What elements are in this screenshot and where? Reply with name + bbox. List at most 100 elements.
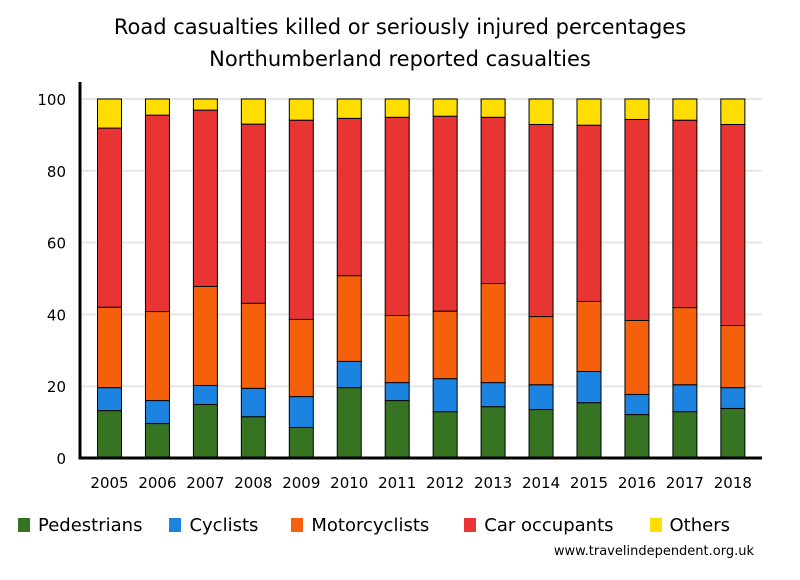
bar-segment-cyclists [384, 382, 410, 402]
x-tick-label: 2015 [570, 474, 608, 492]
bar-segment-cyclists [432, 378, 458, 413]
bar-segment-motorcyclists [240, 302, 266, 389]
chart-title: Road casualties killed or seriously inju… [113, 15, 687, 39]
legend-label: Others [669, 514, 731, 536]
bar-segment-motorcyclists [624, 320, 650, 395]
bar-segment-cyclists [144, 400, 170, 425]
legend-item: Cyclists [169, 515, 258, 536]
bar-segment-cyclists [336, 360, 362, 389]
bar-segment-motorcyclists [480, 283, 506, 384]
bar-segment-pedestrians [336, 387, 362, 459]
bar-segment-pedestrians [192, 404, 218, 459]
bar-segment-car-occupants [720, 123, 746, 327]
bar-segment-pedestrians [432, 411, 458, 459]
bar-segment-others [576, 98, 602, 126]
bar-segment-pedestrians [528, 409, 554, 459]
bar-segment-motorcyclists [432, 310, 458, 380]
bar-segment-motorcyclists [144, 311, 170, 402]
bar-segment-motorcyclists [336, 275, 362, 362]
x-tick-label: 2014 [522, 474, 560, 492]
legend-swatch [291, 518, 304, 532]
x-tick-label: 2010 [330, 474, 368, 492]
bar-segment-others [288, 98, 314, 121]
bar-segment-cyclists [480, 382, 506, 408]
x-tick-label: 2016 [618, 474, 656, 492]
bar-segment-others [336, 98, 362, 119]
bar-segment-others [624, 98, 650, 120]
bar-segment-motorcyclists [384, 314, 410, 384]
x-tick-label: 2011 [378, 474, 416, 492]
legend-item: Car occupants [464, 514, 614, 536]
x-tick-label: 2009 [282, 474, 320, 492]
chart-legend: Pedestrians Cyclists Motorcyclists Car occu… [18, 511, 730, 539]
bar-segment-car-occupants [288, 119, 314, 320]
bar-segment-car-occupants [384, 116, 410, 316]
chart-plot: 2005 2006 2007 2008 2009 2010 2011 2012 2013 2014… [37, 82, 762, 492]
legend-item: Pedestrians [18, 515, 142, 536]
bar-segment-others [144, 98, 170, 116]
bar-segment-pedestrians [384, 400, 410, 459]
bar-segment-pedestrians [288, 426, 314, 459]
bar-segment-motorcyclists [672, 307, 698, 386]
legend-label: Motorcyclists [311, 514, 430, 536]
y-tick-label: 40 [47, 306, 66, 324]
bar-segment-car-occupants [144, 114, 170, 313]
source-credit: www.travelindependent.org.uk [553, 544, 754, 559]
legend-label: Car occupants [484, 514, 614, 536]
bar-segment-pedestrians [144, 423, 170, 459]
bar-segment-car-occupants [240, 123, 266, 304]
y-tick-label: 100 [37, 91, 66, 109]
bar-segment-pedestrians [576, 402, 602, 459]
y-tick-label: 0 [56, 450, 66, 468]
bar-segment-car-occupants [576, 124, 602, 302]
bar-segment-others [720, 98, 746, 125]
bar-segment-car-occupants [97, 127, 122, 308]
bar-segment-car-occupants [528, 123, 554, 318]
legend-item: Others [649, 514, 731, 536]
bar-segment-cyclists [672, 384, 698, 413]
y-tick-label: 60 [47, 235, 66, 253]
bar-segment-motorcyclists [97, 306, 122, 389]
bar-segment-car-occupants [432, 115, 458, 312]
bar-segment-cyclists [576, 370, 602, 404]
bar-segment-car-occupants [480, 116, 506, 285]
bar-segment-pedestrians [720, 407, 746, 459]
bar-segment-cyclists [624, 393, 650, 416]
bar-segment-others [528, 98, 554, 125]
bar-segment-motorcyclists [720, 325, 746, 389]
bar-segment-pedestrians [624, 414, 650, 459]
bar-segment-cyclists [528, 384, 554, 411]
bar-segment-pedestrians [97, 410, 122, 459]
bar-segment-cyclists [240, 387, 266, 418]
bar-segment-car-occupants [624, 118, 650, 322]
y-tick-label: 80 [47, 163, 66, 181]
bar-segment-pedestrians [480, 406, 506, 459]
x-tick-label: 2013 [474, 474, 512, 492]
legend-swatch [169, 518, 182, 532]
bar-segment-car-occupants [672, 119, 698, 309]
x-tick-label: 2007 [186, 474, 224, 492]
bar-segment-pedestrians [240, 416, 266, 459]
legend-swatch [649, 518, 662, 532]
legend-label: Cyclists [189, 514, 259, 536]
legend-item: Motorcyclists [291, 515, 429, 536]
bar-segment-cyclists [288, 396, 314, 428]
x-tick-label: 2017 [666, 474, 704, 492]
bar-segment-cyclists [720, 387, 746, 409]
legend-swatch [18, 518, 30, 532]
x-tick-label: 2005 [90, 474, 128, 492]
bar-segment-others [384, 98, 410, 118]
y-tick-label: 20 [47, 378, 66, 396]
bar-segment-others [97, 98, 122, 129]
bar-segment-others [480, 98, 506, 118]
legend-label: Pedestrians [38, 514, 143, 536]
bar-segment-others [432, 98, 458, 117]
bar-segment-car-occupants [192, 109, 218, 287]
bar-segment-cyclists [192, 384, 218, 406]
bar-segment-others [192, 98, 218, 111]
bar-segment-car-occupants [336, 117, 362, 277]
bar-segment-pedestrians [672, 411, 698, 459]
x-tick-label: 2006 [138, 474, 176, 492]
bar-segment-motorcyclists [192, 285, 218, 386]
bar-segment-cyclists [97, 387, 122, 412]
